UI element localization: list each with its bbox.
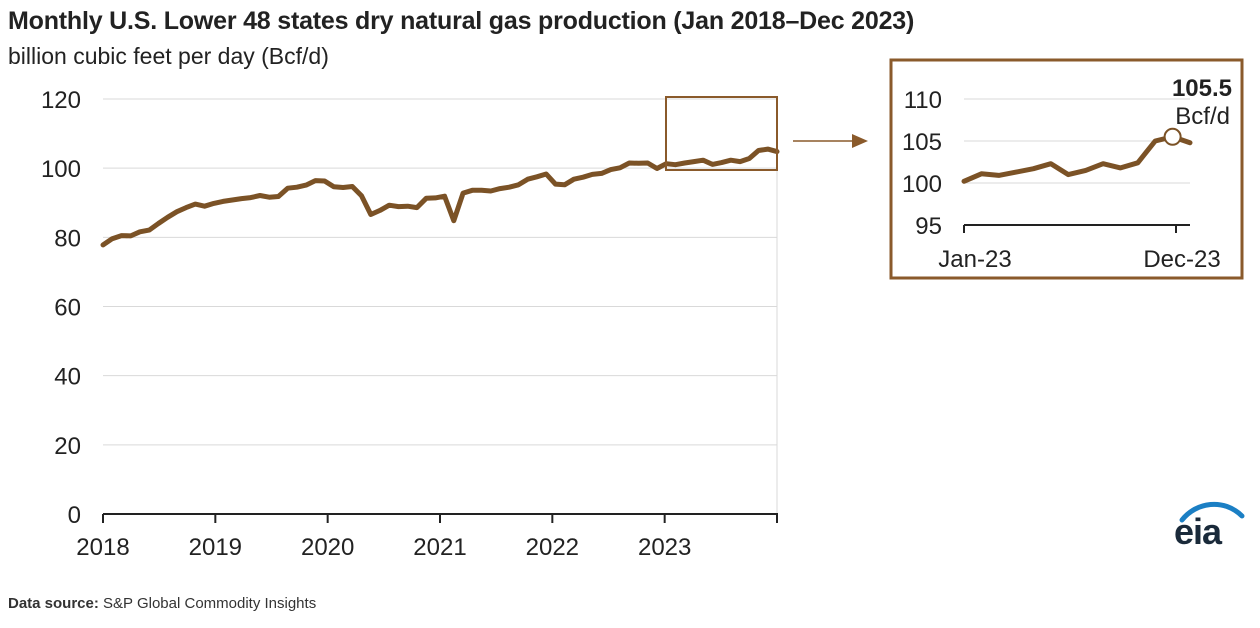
- main-series-line: [100, 146, 780, 248]
- main-x-tick-label: 2023: [638, 534, 691, 561]
- main-gridlines: [103, 98, 778, 514]
- main-y-tick-label: 80: [54, 225, 81, 252]
- main-x-tick-label: 2022: [526, 534, 579, 561]
- inset-x-axis: Jan-23 Dec-23: [938, 224, 1221, 273]
- inset-annotation-unit: Bcf/d: [1175, 103, 1230, 130]
- inset-y-tick-label: 110: [904, 87, 942, 114]
- inset-y-tick-label: 105: [902, 129, 942, 156]
- zoom-highlight-box: [665, 96, 778, 171]
- inset-y-tick-label: 95: [915, 213, 942, 240]
- data-source: Data source: S&P Global Commodity Insigh…: [8, 595, 316, 612]
- main-y-tick-label: 100: [41, 156, 81, 183]
- main-y-tick-label: 0: [68, 502, 81, 529]
- main-y-tick-label: 120: [41, 87, 81, 114]
- eia-logo-text: eia: [1174, 511, 1222, 552]
- data-source-label: Data source:: [8, 595, 99, 612]
- eia-logo: eia: [1168, 498, 1248, 554]
- main-x-tick-label: 2018: [76, 534, 129, 561]
- inset-x-tick-label: Jan-23: [938, 246, 1011, 273]
- data-source-text: S&P Global Commodity Insights: [103, 595, 317, 612]
- inset-annotation-value: 105.5: [1172, 75, 1232, 102]
- main-y-axis: 0 20 40 60 80 100 120: [41, 87, 81, 529]
- inset-y-tick-label: 100: [902, 171, 942, 198]
- chart-title: Monthly U.S. Lower 48 states dry natural…: [8, 7, 915, 35]
- main-x-tick-label: 2020: [301, 534, 354, 561]
- main-x-tick-label: 2019: [189, 534, 242, 561]
- inset-frame: [889, 58, 1244, 280]
- inset-last-value-marker: [1163, 127, 1182, 146]
- chart-subtitle: billion cubic feet per day (Bcf/d): [8, 43, 329, 69]
- main-y-tick-label: 40: [54, 364, 81, 391]
- inset-y-axis: 95 100 105 110: [902, 87, 942, 240]
- main-y-tick-label: 20: [54, 433, 81, 460]
- zoom-arrow: [793, 134, 868, 148]
- inset-series-line: [961, 134, 1193, 184]
- main-x-axis: 2018 2019 2020 2021 2022 2023: [76, 513, 778, 561]
- inset-x-tick-label: Dec-23: [1143, 246, 1220, 273]
- main-y-tick-label: 60: [54, 295, 81, 322]
- main-x-tick-label: 2021: [413, 534, 466, 561]
- eia-logo-swoosh-icon: [1179, 501, 1245, 523]
